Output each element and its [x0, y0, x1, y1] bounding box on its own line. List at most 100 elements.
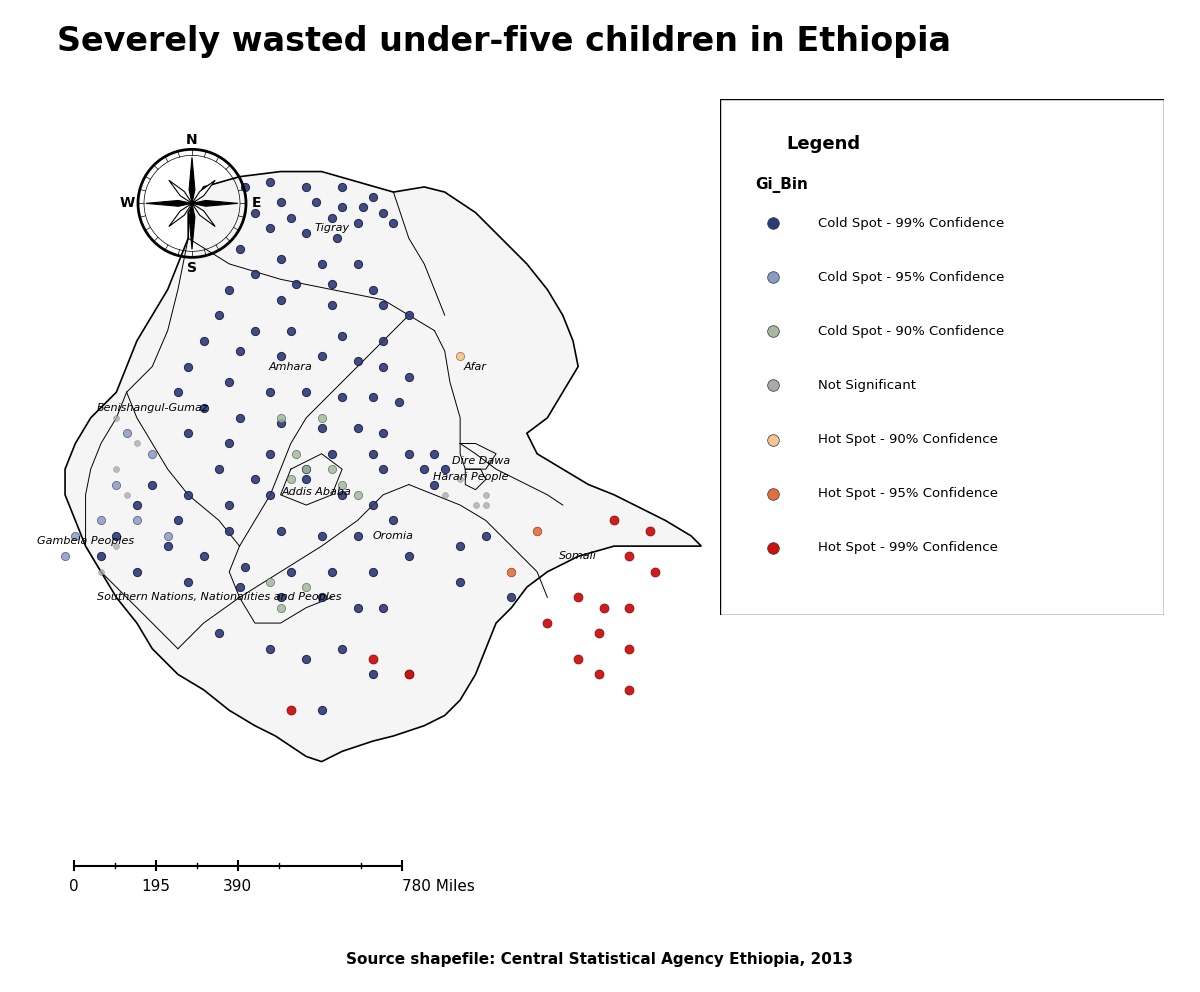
FancyBboxPatch shape — [720, 99, 1164, 615]
Point — [364, 497, 383, 513]
Point — [332, 390, 352, 406]
Point — [296, 179, 316, 194]
Text: 195: 195 — [142, 879, 170, 894]
Point — [364, 667, 383, 682]
Point — [373, 358, 392, 374]
Point — [400, 445, 419, 461]
Point — [763, 432, 782, 447]
Point — [400, 549, 419, 564]
Point — [307, 194, 326, 210]
Polygon shape — [146, 200, 192, 206]
Polygon shape — [190, 158, 194, 203]
Point — [323, 445, 342, 461]
Point — [763, 540, 782, 556]
Point — [312, 421, 331, 436]
Point — [127, 563, 146, 579]
Point — [348, 528, 367, 544]
Point — [118, 487, 137, 503]
Point — [312, 256, 331, 272]
Text: Harari People: Harari People — [433, 472, 508, 482]
Text: Hot Spot - 90% Confidence: Hot Spot - 90% Confidence — [817, 434, 997, 446]
Point — [230, 410, 250, 426]
Point — [66, 528, 85, 544]
Text: 0: 0 — [68, 879, 78, 894]
Point — [620, 549, 640, 564]
Text: Hot Spot - 95% Confidence: Hot Spot - 95% Confidence — [817, 487, 997, 500]
Point — [400, 308, 419, 323]
Point — [245, 266, 264, 282]
Point — [209, 308, 228, 323]
Point — [281, 322, 300, 338]
Point — [296, 471, 316, 487]
Text: E: E — [252, 196, 262, 210]
Point — [312, 702, 331, 718]
Point — [436, 461, 455, 477]
Point — [323, 563, 342, 579]
Point — [384, 513, 403, 529]
Point — [364, 282, 383, 298]
Point — [194, 400, 214, 416]
Point — [323, 297, 342, 312]
Point — [763, 269, 782, 285]
Point — [260, 220, 280, 236]
Point — [235, 179, 254, 194]
Point — [348, 421, 367, 436]
Text: Not Significant: Not Significant — [817, 379, 916, 392]
Point — [332, 641, 352, 657]
Point — [450, 471, 469, 487]
Point — [260, 384, 280, 400]
Point — [296, 461, 316, 477]
Text: Cold Spot - 95% Confidence: Cold Spot - 95% Confidence — [817, 271, 1004, 284]
Point — [296, 461, 316, 477]
Point — [364, 189, 383, 205]
Point — [271, 292, 290, 308]
Point — [312, 348, 331, 364]
Point — [220, 435, 239, 451]
Point — [209, 461, 228, 477]
Point — [107, 528, 126, 544]
Point — [127, 435, 146, 451]
Point — [502, 563, 521, 579]
Point — [569, 589, 588, 605]
Text: W: W — [120, 196, 134, 210]
Text: Cold Spot - 99% Confidence: Cold Spot - 99% Confidence — [817, 216, 1004, 229]
Polygon shape — [192, 181, 215, 203]
Text: Source shapefile: Central Statistical Agency Ethiopia, 2013: Source shapefile: Central Statistical Ag… — [347, 952, 853, 967]
Point — [348, 353, 367, 369]
Point — [425, 445, 444, 461]
Point — [271, 523, 290, 539]
Point — [450, 574, 469, 590]
Point — [143, 476, 162, 492]
Polygon shape — [169, 181, 192, 203]
Point — [245, 471, 264, 487]
Point — [436, 487, 455, 503]
Point — [589, 625, 608, 641]
Point — [312, 410, 331, 426]
Point — [332, 487, 352, 503]
Point — [271, 251, 290, 267]
Point — [260, 574, 280, 590]
Point — [646, 563, 665, 579]
Point — [538, 615, 557, 631]
Point — [220, 497, 239, 513]
Point — [281, 471, 300, 487]
Point — [763, 486, 782, 502]
Text: Benishangul-Gumaz: Benishangul-Gumaz — [96, 403, 208, 413]
Point — [353, 199, 372, 215]
Point — [158, 528, 178, 544]
Text: Dire Dawa: Dire Dawa — [451, 456, 510, 466]
Text: Tigray: Tigray — [314, 223, 349, 233]
Point — [466, 497, 485, 513]
Point — [55, 549, 74, 564]
Point — [209, 625, 228, 641]
Point — [364, 445, 383, 461]
Point — [287, 277, 306, 293]
Point — [332, 476, 352, 492]
Point — [194, 333, 214, 349]
Point — [107, 461, 126, 477]
Point — [287, 445, 306, 461]
Text: Hot Spot - 99% Confidence: Hot Spot - 99% Confidence — [817, 542, 997, 555]
Point — [373, 333, 392, 349]
Point — [271, 410, 290, 426]
Point — [323, 277, 342, 293]
